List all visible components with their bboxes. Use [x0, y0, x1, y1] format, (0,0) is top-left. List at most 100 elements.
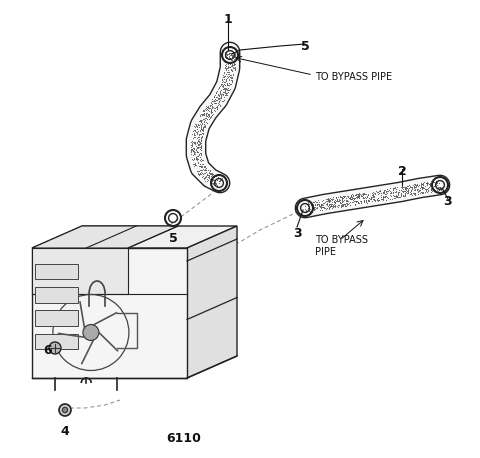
Point: [222, 67, 230, 74]
Point: [199, 157, 207, 164]
Point: [354, 198, 361, 206]
Point: [384, 194, 392, 202]
Point: [229, 63, 237, 71]
Point: [420, 179, 428, 186]
Point: [409, 190, 417, 197]
Point: [213, 93, 220, 101]
Point: [226, 86, 233, 93]
Point: [336, 203, 344, 210]
Point: [392, 185, 400, 193]
Point: [361, 193, 369, 201]
Point: [196, 116, 204, 124]
Point: [213, 87, 221, 95]
Point: [197, 133, 204, 140]
Point: [390, 190, 397, 197]
Point: [389, 184, 397, 191]
Point: [231, 51, 239, 59]
Point: [327, 203, 335, 210]
Point: [399, 192, 407, 199]
Point: [336, 193, 344, 200]
Point: [368, 195, 375, 202]
Point: [364, 191, 372, 199]
Point: [312, 199, 320, 206]
Point: [401, 191, 409, 198]
Point: [205, 111, 213, 119]
Point: [194, 148, 202, 156]
Point: [228, 49, 235, 56]
Point: [214, 104, 221, 111]
Point: [327, 203, 335, 210]
Point: [221, 92, 228, 99]
Point: [226, 68, 233, 76]
Point: [404, 185, 412, 193]
Point: [368, 193, 376, 200]
Point: [196, 163, 204, 170]
Point: [432, 178, 440, 185]
Point: [381, 193, 388, 201]
Point: [220, 73, 228, 80]
Point: [393, 193, 401, 200]
Point: [194, 137, 202, 145]
Point: [341, 202, 349, 209]
Point: [227, 62, 235, 70]
Point: [202, 173, 209, 180]
Point: [205, 171, 213, 178]
Point: [190, 162, 198, 169]
Point: [339, 200, 347, 207]
Point: [218, 77, 226, 84]
Point: [225, 81, 233, 88]
Point: [192, 121, 200, 128]
Point: [313, 205, 321, 212]
Point: [202, 167, 209, 174]
Point: [199, 125, 207, 132]
Point: [391, 192, 398, 200]
Point: [332, 193, 340, 201]
Point: [195, 170, 203, 177]
Point: [381, 191, 389, 198]
Point: [190, 148, 197, 155]
Point: [188, 137, 196, 145]
Point: [324, 197, 332, 204]
Point: [320, 199, 328, 207]
Point: [187, 148, 194, 155]
Point: [192, 120, 199, 127]
Point: [224, 71, 232, 78]
Point: [198, 132, 206, 140]
Point: [360, 197, 367, 205]
Point: [221, 49, 228, 56]
Point: [425, 180, 433, 187]
Point: [225, 86, 232, 93]
Point: [339, 201, 347, 208]
Point: [207, 101, 215, 108]
Point: [396, 194, 404, 201]
Point: [306, 205, 313, 213]
Point: [228, 68, 236, 75]
Point: [324, 200, 331, 207]
Point: [188, 140, 195, 147]
Point: [346, 195, 354, 202]
Point: [403, 184, 411, 191]
Point: [410, 186, 418, 193]
Point: [187, 148, 195, 156]
Point: [395, 189, 403, 196]
Point: [403, 183, 411, 190]
Circle shape: [49, 342, 61, 354]
Point: [385, 186, 393, 193]
Point: [223, 81, 230, 88]
Point: [196, 120, 204, 127]
Point: [304, 203, 312, 210]
Point: [209, 175, 216, 183]
Point: [427, 185, 435, 193]
Point: [200, 166, 207, 174]
Point: [395, 189, 402, 196]
Point: [435, 186, 443, 193]
Point: [187, 147, 195, 154]
Point: [307, 202, 315, 209]
Point: [348, 199, 356, 206]
Point: [420, 185, 428, 192]
Point: [204, 104, 212, 111]
Point: [224, 55, 232, 62]
Point: [226, 76, 233, 83]
Point: [195, 117, 203, 125]
Point: [215, 83, 223, 90]
